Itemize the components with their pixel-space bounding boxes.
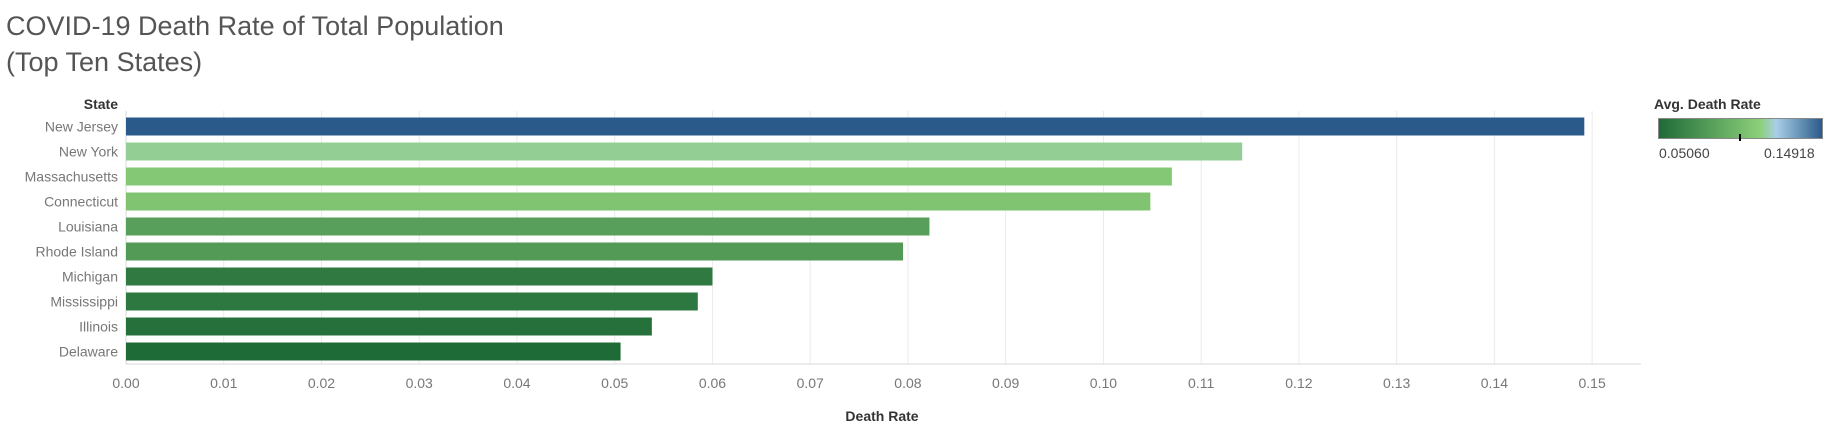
y-axis-title: State xyxy=(84,96,118,112)
bar-rhode-island[interactable] xyxy=(126,242,904,261)
bar-connecticut[interactable] xyxy=(126,192,1151,211)
legend-max-label: 0.14918 xyxy=(1764,145,1815,161)
x-tick-label: 0.12 xyxy=(1285,375,1312,391)
x-tick-label: 0.04 xyxy=(503,375,530,391)
x-tick-label: 0.07 xyxy=(797,375,824,391)
category-label: Connecticut xyxy=(44,194,118,210)
x-tick-label: 0.02 xyxy=(308,375,335,391)
category-label: Illinois xyxy=(79,319,118,335)
x-axis-title: Death Rate xyxy=(845,408,918,424)
legend-title: Avg. Death Rate xyxy=(1654,96,1761,112)
x-tick-label: 0.03 xyxy=(406,375,433,391)
x-tick-label: 0.13 xyxy=(1383,375,1410,391)
x-tick-label: 0.01 xyxy=(210,375,237,391)
category-label: New York xyxy=(59,144,119,160)
bar-michigan[interactable] xyxy=(126,267,713,286)
chart-title: COVID-19 Death Rate of Total Population … xyxy=(6,11,504,77)
bar-new-york[interactable] xyxy=(126,142,1243,161)
category-label: Louisiana xyxy=(58,219,118,235)
x-tick-label: 0.11 xyxy=(1188,375,1214,391)
category-label: Massachusetts xyxy=(25,169,118,185)
bar-massachusetts[interactable] xyxy=(126,167,1172,186)
legend-marker xyxy=(1738,134,1741,141)
category-labels: New Jersey New York Massachusetts Connectic… xyxy=(25,119,119,360)
category-label: Rhode Island xyxy=(35,244,118,260)
category-label: Delaware xyxy=(59,344,118,360)
bar-delaware[interactable] xyxy=(126,342,621,361)
x-tick-label: 0.15 xyxy=(1579,375,1606,391)
x-tick-label: 0.10 xyxy=(1090,375,1117,391)
bar-illinois[interactable] xyxy=(126,317,652,336)
x-tick-label: 0.05 xyxy=(601,375,628,391)
x-tick-label: 0.09 xyxy=(992,375,1019,391)
bar-mississippi[interactable] xyxy=(126,292,698,311)
x-tick-labels: 0.00 0.01 0.02 0.03 0.04 0.05 0.06 0.07 0.08 0.09… xyxy=(112,375,1606,391)
bar-new-jersey[interactable] xyxy=(126,117,1585,136)
x-tick-label: 0.06 xyxy=(699,375,726,391)
category-label: Mississippi xyxy=(50,294,118,310)
legend-min-label: 0.05060 xyxy=(1659,145,1710,161)
category-label: New Jersey xyxy=(45,119,118,135)
x-tick-label: 0.00 xyxy=(112,375,139,391)
bar-louisiana[interactable] xyxy=(126,217,930,236)
category-label: Michigan xyxy=(62,269,118,285)
x-tick-label: 0.08 xyxy=(894,375,921,391)
x-tick-label: 0.14 xyxy=(1481,375,1508,391)
bars xyxy=(126,117,1585,361)
